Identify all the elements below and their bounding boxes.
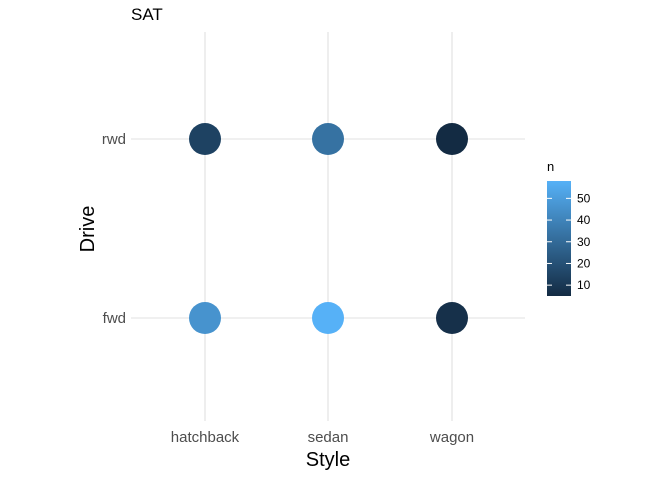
legend-ticks: 10 20 30 40 50 xyxy=(547,191,591,292)
point-hatchback-fwd xyxy=(189,302,221,334)
chart-title: SAT xyxy=(131,5,163,24)
legend-label-50: 50 xyxy=(577,191,591,205)
legend-label-30: 30 xyxy=(577,235,591,249)
point-sedan-rwd xyxy=(312,123,344,155)
x-tick-wagon: wagon xyxy=(429,429,474,446)
y-tick-fwd: fwd xyxy=(103,310,126,327)
legend-title: n xyxy=(547,159,554,174)
point-wagon-fwd xyxy=(436,302,468,334)
color-legend: n 10 20 30 40 50 xyxy=(547,159,591,296)
legend-label-40: 40 xyxy=(577,213,591,227)
legend-label-10: 10 xyxy=(577,278,591,292)
x-tick-sedan: sedan xyxy=(308,429,349,446)
grid-lines xyxy=(131,32,525,421)
y-axis-title: Drive xyxy=(77,206,99,253)
legend-label-20: 20 xyxy=(577,256,591,270)
legend-colorbar xyxy=(547,181,571,296)
x-tick-hatchback: hatchback xyxy=(171,429,240,446)
data-points xyxy=(189,123,468,334)
x-tick-labels: hatchback sedan wagon xyxy=(171,429,474,446)
point-hatchback-rwd xyxy=(189,123,221,155)
point-sedan-fwd xyxy=(312,302,344,334)
x-axis-title: Style xyxy=(306,449,350,471)
y-tick-rwd: rwd xyxy=(102,131,126,148)
y-tick-labels: fwd rwd xyxy=(102,131,126,327)
point-wagon-rwd xyxy=(436,123,468,155)
